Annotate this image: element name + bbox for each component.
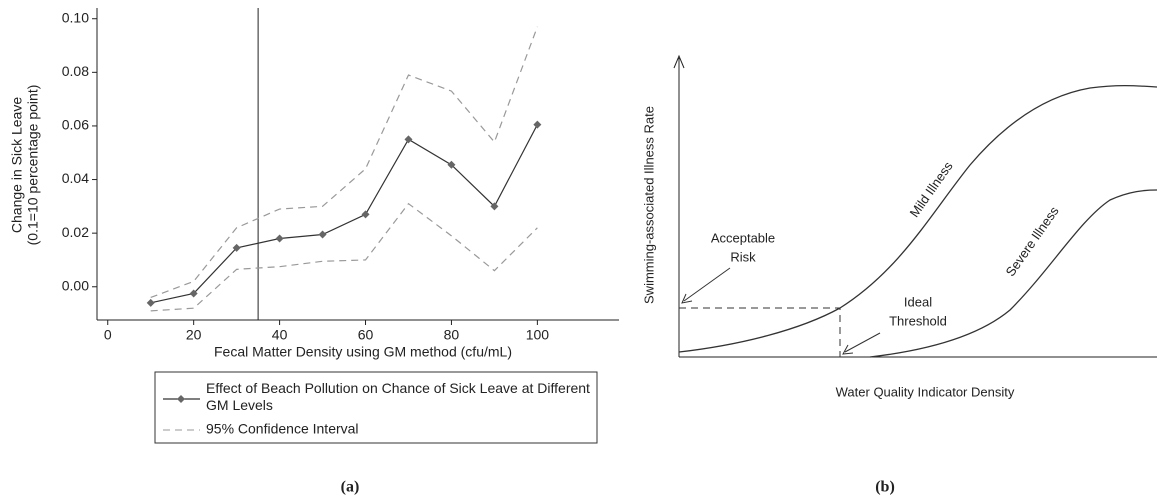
x-tick-label: 60 xyxy=(358,327,374,343)
marker xyxy=(447,160,456,169)
legend-label: 95% Confidence Interval xyxy=(206,421,359,437)
ci-line xyxy=(150,202,538,312)
x-tick-label: 20 xyxy=(186,327,202,343)
diagram: Swimming-associated Illness Rate Water Q… xyxy=(641,54,1157,399)
marker xyxy=(361,210,370,219)
caption: (b) xyxy=(875,479,895,496)
marker xyxy=(275,234,284,243)
x-label: Water Quality Indicator Density xyxy=(836,384,1015,399)
y-tick-label: 0.02 xyxy=(62,224,89,240)
arrow-head xyxy=(842,344,854,355)
x-tick-label: 80 xyxy=(444,327,460,343)
annotation: Threshold xyxy=(889,313,947,328)
marker xyxy=(146,298,155,307)
ci-line xyxy=(150,26,538,299)
x-tick-label: 0 xyxy=(104,327,112,343)
arrow xyxy=(683,267,731,302)
axis-arrow xyxy=(673,54,685,69)
marker xyxy=(490,202,499,211)
y-tick-label: 0.08 xyxy=(62,63,89,79)
mild-curve xyxy=(678,84,1157,353)
y-label: Change in Sick Leave xyxy=(9,97,25,233)
annotation: Risk xyxy=(730,249,756,264)
annotation: Severe Illness xyxy=(1003,203,1062,279)
x-label: Fecal Matter Density using GM method (cf… xyxy=(214,344,512,360)
arrow-head xyxy=(681,293,693,304)
arrow xyxy=(844,332,881,353)
y-tick-label: 0.04 xyxy=(62,170,89,186)
legend-label: Effect of Beach Pollution on Chance of S… xyxy=(206,380,590,413)
y-label: Swimming-associated Illness Rate xyxy=(641,106,656,304)
series-line xyxy=(150,124,538,304)
x-tick-label: 100 xyxy=(526,327,550,343)
y-label: (0.1=10 percentage point) xyxy=(25,85,41,246)
marker xyxy=(189,289,198,298)
legend-marker xyxy=(177,395,185,403)
annotation: Acceptable xyxy=(711,230,775,245)
threshold-line xyxy=(679,307,841,357)
severe-curve xyxy=(869,189,1157,358)
annotation: Ideal xyxy=(904,294,932,309)
marker xyxy=(232,243,241,252)
marker xyxy=(318,230,327,239)
caption: (a) xyxy=(341,479,360,496)
marker xyxy=(533,120,542,129)
y-tick-label: 0.10 xyxy=(62,9,89,25)
x-tick-label: 40 xyxy=(272,327,288,343)
legend-box xyxy=(154,371,598,444)
y-tick-label: 0.00 xyxy=(62,277,89,293)
annotation: Mild Illness xyxy=(907,158,956,220)
marker xyxy=(404,135,413,144)
y-tick-label: 0.06 xyxy=(62,117,89,133)
